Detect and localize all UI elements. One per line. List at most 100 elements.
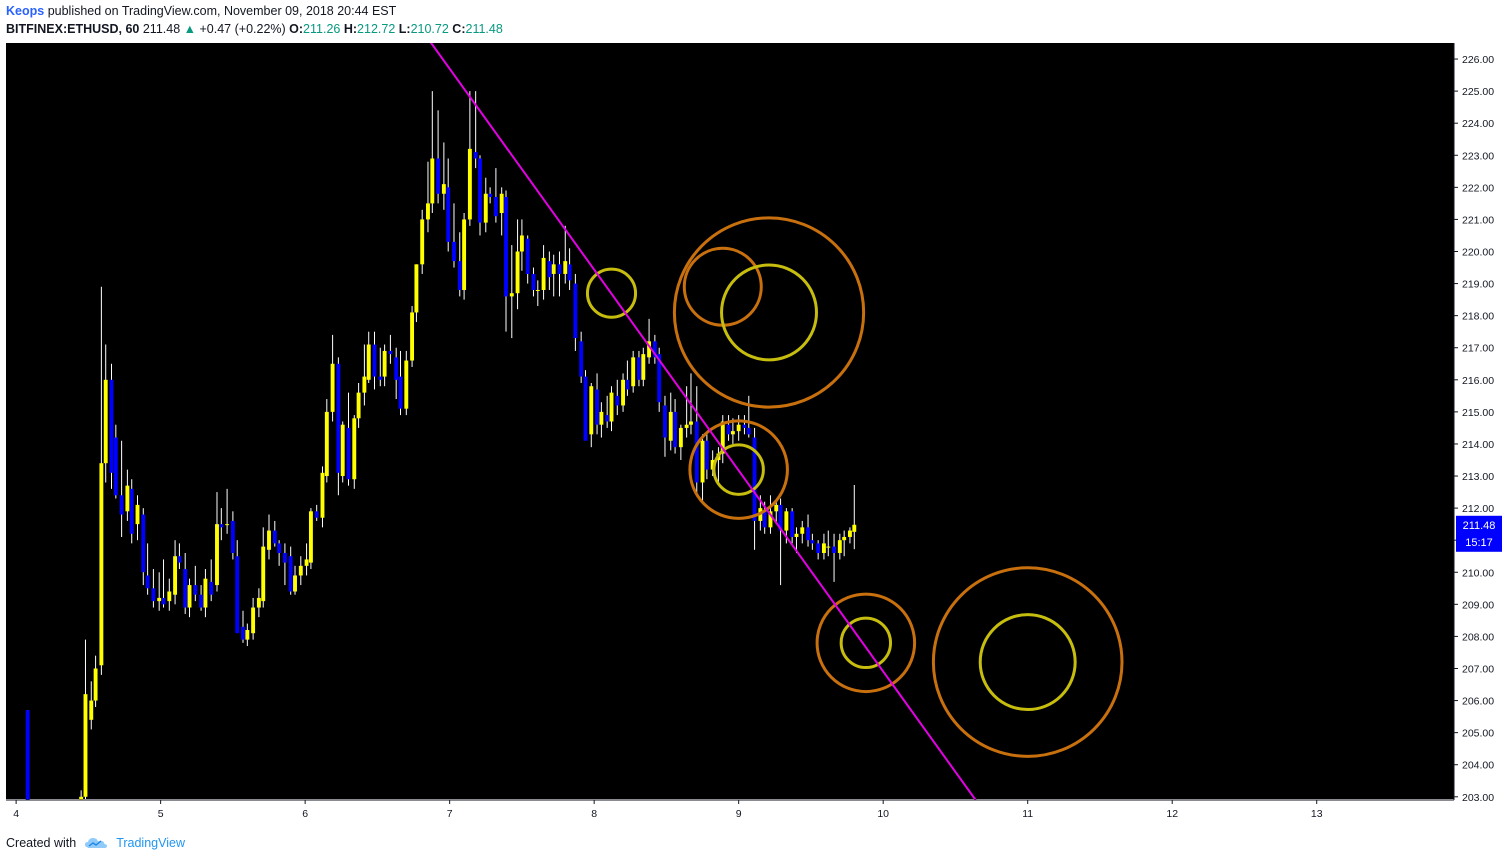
candle-body — [241, 626, 245, 640]
candle-body — [267, 530, 271, 550]
candle — [515, 219, 520, 310]
y-tick-label: 206.00 — [1462, 696, 1494, 708]
fib-circle-yellow[interactable] — [978, 613, 1077, 712]
candle — [356, 383, 361, 428]
candle — [573, 273, 578, 351]
candle-body — [113, 437, 118, 496]
candle-body — [446, 187, 451, 242]
y-tick-label: 219.00 — [1462, 279, 1494, 291]
candle-body — [746, 427, 751, 435]
candle — [93, 655, 98, 707]
candle-body — [678, 427, 683, 448]
candle — [388, 334, 393, 364]
trendline[interactable] — [427, 37, 977, 800]
candle-body — [25, 710, 30, 800]
candle — [177, 543, 182, 570]
candle — [704, 434, 709, 480]
candle-body — [340, 424, 345, 477]
candle-body — [356, 392, 361, 419]
candle-body — [79, 796, 84, 800]
candle-body — [230, 520, 235, 554]
candle-body — [272, 530, 277, 544]
candle — [336, 357, 341, 496]
y-tick-label: 218.00 — [1462, 311, 1494, 323]
candle — [267, 514, 271, 560]
candle — [25, 710, 30, 800]
x-tick-label: 12 — [1166, 808, 1178, 820]
candle-body — [219, 524, 224, 528]
candle — [173, 540, 178, 605]
candle — [362, 344, 367, 406]
candle-body — [631, 357, 636, 387]
candle — [637, 350, 641, 387]
candle — [167, 578, 172, 611]
candle-body — [352, 418, 357, 480]
time-axis[interactable] — [6, 800, 1454, 824]
fib-circle-yellow[interactable] — [585, 267, 638, 319]
fib-circle-yellow[interactable] — [839, 616, 893, 670]
candle-body — [277, 543, 282, 554]
candle — [700, 434, 705, 502]
candle-body — [826, 546, 831, 548]
x-tick-label: 9 — [736, 808, 742, 820]
candle-body — [547, 261, 552, 278]
footer: Created with TradingView — [6, 836, 185, 850]
candle-body — [531, 273, 536, 290]
candle-body — [684, 424, 689, 428]
candle-body — [752, 437, 757, 521]
candle-body — [441, 184, 446, 194]
tradingview-brand[interactable]: TradingView — [116, 836, 185, 850]
candle — [366, 331, 371, 384]
candle — [282, 543, 287, 586]
fib-circle-orange[interactable] — [688, 419, 789, 520]
candle — [288, 546, 293, 595]
candle-body — [704, 440, 709, 470]
candle — [631, 350, 636, 393]
y-tick-label: 203.00 — [1462, 792, 1494, 804]
candle-body — [821, 543, 826, 554]
candle — [145, 543, 150, 595]
candle-body — [157, 597, 162, 602]
candle-body — [605, 415, 610, 422]
candle — [579, 331, 584, 384]
fib-circle-yellow[interactable] — [712, 443, 765, 496]
candle — [673, 399, 678, 454]
candle-body — [394, 357, 399, 380]
candle-body — [778, 504, 783, 531]
candle-body — [324, 411, 329, 477]
candle — [320, 466, 325, 528]
y-tick-label: 222.00 — [1462, 182, 1494, 194]
last-price: 211.48 — [142, 22, 181, 36]
candle — [847, 527, 852, 544]
candle-body — [478, 158, 482, 223]
candle — [557, 251, 562, 297]
candle-body — [304, 559, 309, 566]
candle — [436, 110, 441, 204]
fib-circle-orange[interactable] — [931, 566, 1124, 758]
price-axis[interactable] — [1454, 43, 1502, 800]
candle — [113, 424, 118, 499]
ohlc-legend: BITFINEX:ETHUSD, 60 211.48 ▲ +0.47 (+0.2… — [6, 22, 503, 36]
candle — [183, 553, 188, 614]
candle — [525, 235, 530, 284]
candle-body — [173, 556, 178, 595]
candle-body — [436, 158, 441, 194]
candle — [778, 498, 783, 586]
candle — [346, 392, 351, 486]
author-name[interactable]: Keops — [6, 4, 45, 18]
candle-body — [298, 565, 303, 576]
candle-body — [816, 543, 821, 554]
candle-body — [726, 424, 731, 435]
candle — [504, 190, 508, 332]
fib-circle-orange[interactable] — [815, 592, 917, 694]
candle-body — [784, 511, 789, 531]
candle — [852, 485, 857, 550]
candle — [563, 225, 568, 284]
fib-circle-yellow[interactable] — [720, 263, 818, 362]
candle-body — [245, 629, 250, 640]
candle — [308, 508, 313, 570]
fib-circle-orange[interactable] — [672, 216, 866, 409]
candle — [641, 347, 646, 387]
candle — [241, 610, 245, 643]
